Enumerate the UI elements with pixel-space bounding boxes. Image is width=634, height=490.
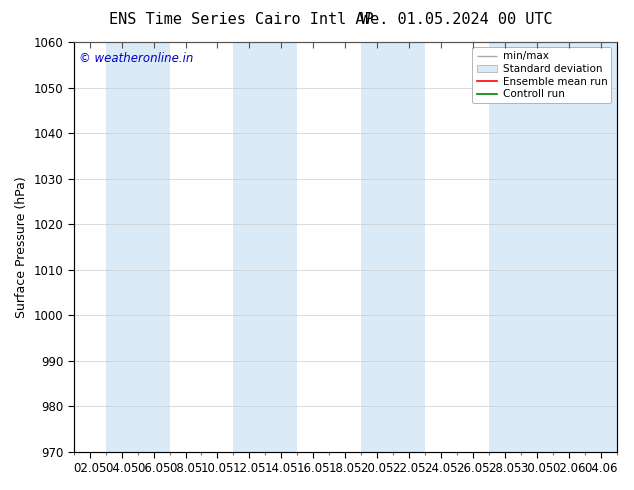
Legend: min/max, Standard deviation, Ensemble mean run, Controll run: min/max, Standard deviation, Ensemble me… — [472, 47, 612, 103]
Text: © weatheronline.in: © weatheronline.in — [79, 52, 193, 65]
Bar — [106, 42, 138, 452]
Y-axis label: Surface Pressure (hPa): Surface Pressure (hPa) — [15, 176, 28, 318]
Bar — [361, 42, 393, 452]
Bar — [585, 42, 617, 452]
Bar — [489, 42, 521, 452]
Bar — [138, 42, 169, 452]
Bar — [521, 42, 553, 452]
Bar — [233, 42, 266, 452]
Text: ENS Time Series Cairo Intl AP: ENS Time Series Cairo Intl AP — [108, 12, 373, 27]
Bar — [393, 42, 425, 452]
Bar — [266, 42, 297, 452]
Text: We. 01.05.2024 00 UTC: We. 01.05.2024 00 UTC — [361, 12, 552, 27]
Bar — [553, 42, 585, 452]
